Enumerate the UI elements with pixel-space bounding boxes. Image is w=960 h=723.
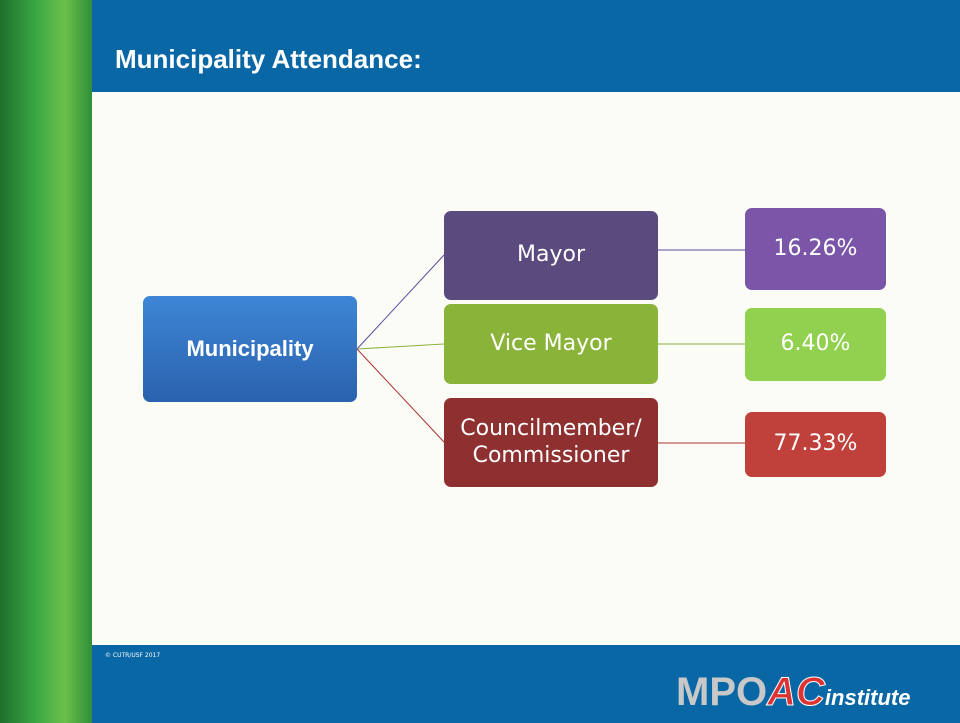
footer-bar xyxy=(92,645,960,723)
connector xyxy=(356,343,445,350)
logo-mpo: MPO xyxy=(676,670,768,714)
decorative-strip xyxy=(0,0,92,723)
logo: MPOACinstitute xyxy=(676,670,910,715)
branch-node: Vice Mayor xyxy=(444,304,658,384)
header-bar xyxy=(92,0,960,92)
connector xyxy=(356,254,445,350)
share-node: 77.33% xyxy=(745,412,886,477)
share-node: 6.40% xyxy=(745,308,886,381)
branch-node: Mayor xyxy=(444,211,658,300)
logo-institute: institute xyxy=(824,685,911,710)
connector xyxy=(356,348,445,443)
share-node: 16.26% xyxy=(745,208,886,290)
slide-title: Municipality Attendance: xyxy=(115,44,422,74)
branch-node: Councilmember/ Commissioner xyxy=(444,398,658,487)
root-node: Municipality xyxy=(143,296,357,402)
copyright: © CUTR/USF 2017 xyxy=(105,652,161,659)
logo-ac: AC xyxy=(767,670,826,715)
